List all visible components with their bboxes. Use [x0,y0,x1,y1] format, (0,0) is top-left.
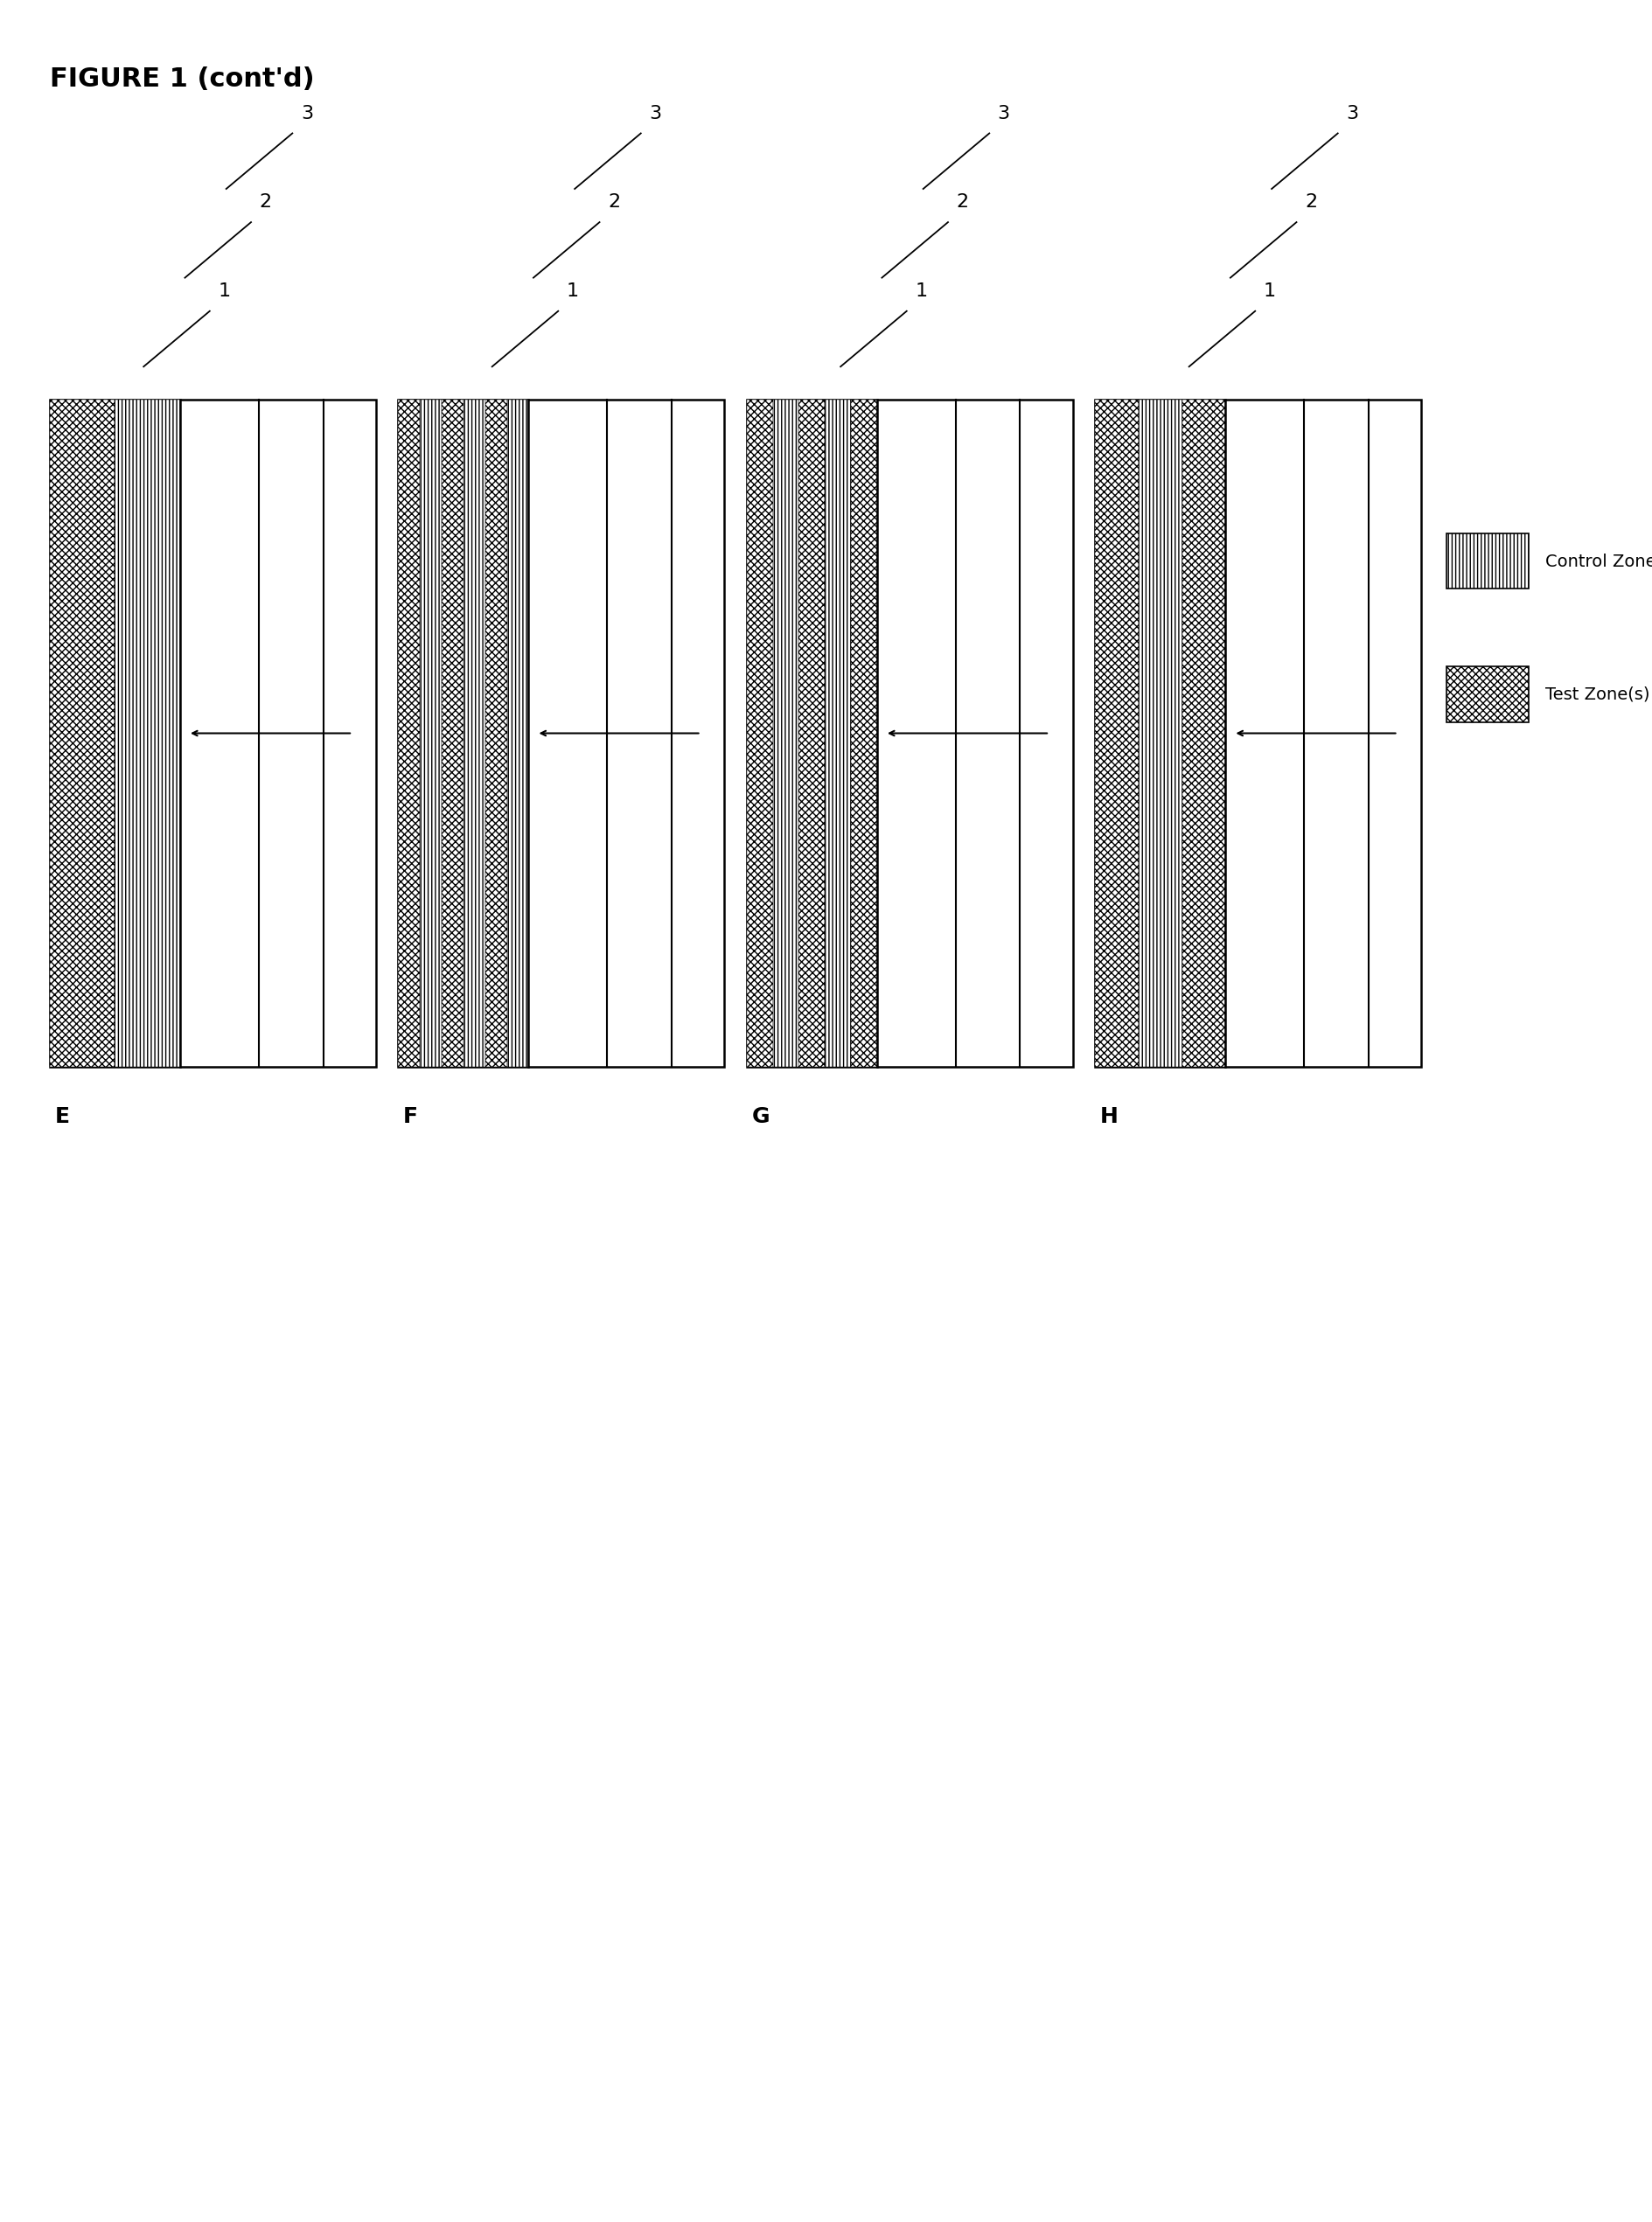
Text: 1: 1 [567,282,578,300]
Bar [851,400,877,1067]
Bar [463,400,486,1067]
Bar [1094,400,1138,1067]
Bar [398,400,420,1067]
Bar [398,400,724,1067]
Bar [1446,667,1528,722]
Text: 1: 1 [915,282,927,300]
Bar [114,400,180,1067]
Bar [507,400,529,1067]
Bar [824,400,851,1067]
Text: F: F [403,1107,418,1127]
Text: 3: 3 [1345,104,1358,122]
Bar [747,400,1072,1067]
Bar [1138,400,1181,1067]
Bar [486,400,507,1067]
Text: H: H [1100,1107,1118,1127]
Text: 3: 3 [649,104,661,122]
Bar [771,400,798,1067]
Bar [420,400,441,1067]
Text: 3: 3 [998,104,1009,122]
Text: FIGURE 1 (cont'd): FIGURE 1 (cont'd) [50,67,314,91]
Text: 3: 3 [301,104,312,122]
Bar [747,400,771,1067]
Text: 1: 1 [218,282,230,300]
Text: 2: 2 [1303,193,1317,211]
Text: Test Zone(s): Test Zone(s) [1545,687,1649,702]
Bar [1181,400,1224,1067]
Bar [798,400,824,1067]
Bar [50,400,114,1067]
Bar [1446,533,1528,589]
Text: 2: 2 [608,193,620,211]
Text: G: G [752,1107,770,1127]
Text: E: E [55,1107,69,1127]
Bar [441,400,463,1067]
Text: Control Zone(s): Control Zone(s) [1545,553,1652,569]
Text: 2: 2 [957,193,968,211]
Text: 2: 2 [259,193,271,211]
Bar [1094,400,1421,1067]
Text: 1: 1 [1262,282,1275,300]
Bar [50,400,375,1067]
